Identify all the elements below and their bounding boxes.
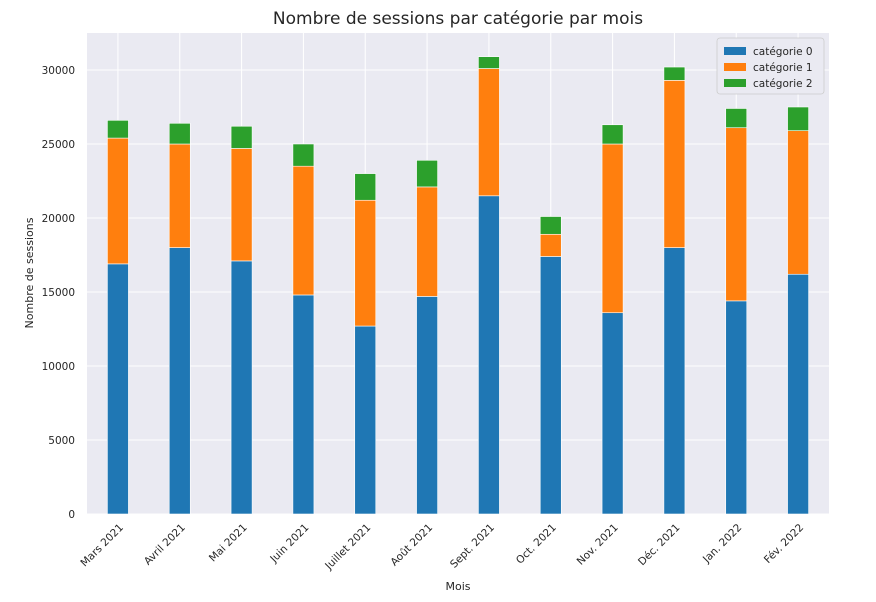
bar-segment-1 [354, 199, 377, 327]
x-tick-label: Déc. 2021 [636, 522, 682, 568]
bar-segment-0 [725, 300, 748, 515]
y-tick-label: 0 [68, 509, 75, 521]
bar-segment-0 [107, 263, 129, 515]
bar-segment-2 [725, 108, 748, 129]
bar-segment-2 [787, 106, 809, 131]
bar-segment-0 [292, 294, 315, 515]
bar-segment-0 [354, 325, 377, 515]
legend-label: catégorie 2 [753, 78, 813, 90]
x-tick-label: Fév. 2022 [762, 522, 806, 566]
bar-segment-0 [539, 256, 562, 515]
bar-segment-2 [292, 143, 315, 167]
y-tick-label: 20000 [42, 213, 75, 225]
legend-label: catégorie 0 [753, 46, 813, 58]
bar-segment-0 [601, 312, 624, 515]
x-tick-label: Jan. 2022 [700, 522, 744, 566]
y-tick-label: 15000 [42, 287, 75, 299]
bar-segment-2 [663, 66, 686, 81]
x-tick-label: Sept. 2021 [448, 522, 497, 571]
bar-segment-1 [292, 165, 315, 296]
x-tick-label: Mai 2021 [207, 522, 250, 565]
y-tick-label: 25000 [42, 139, 75, 151]
bar-segment-2 [168, 122, 191, 145]
bar-segment-2 [107, 120, 129, 139]
bar-segment-2 [354, 173, 377, 201]
plot-area [87, 33, 829, 514]
bar-segment-2 [478, 56, 500, 69]
bar-segment-1 [416, 186, 438, 297]
x-tick-label: Oct. 2021 [514, 522, 559, 567]
legend-swatch [724, 47, 746, 55]
bar-segment-2 [416, 159, 438, 188]
bar-segment-2 [230, 125, 253, 149]
y-tick-label: 30000 [42, 65, 75, 77]
bar-segment-0 [663, 247, 686, 515]
x-tick-label: Juillet 2021 [322, 522, 373, 573]
legend-swatch [724, 63, 746, 71]
bar-segment-1 [663, 80, 686, 248]
bar-segment-1 [168, 143, 191, 248]
bar-segment-1 [725, 127, 748, 302]
x-tick-label: Juin 2021 [267, 522, 311, 566]
x-tick-labels: Mars 2021 Avril 2021 Mai 2021 Juin 2021 Juil… [78, 522, 806, 573]
bars [107, 56, 809, 515]
bar-segment-2 [539, 216, 562, 235]
bar-segment-1 [787, 130, 809, 275]
bar-segment-0 [416, 296, 438, 515]
legend: catégorie 0 catégorie 1 catégorie 2 [716, 37, 825, 95]
bar-segment-0 [787, 273, 809, 515]
bar-segment-1 [230, 148, 253, 262]
legend-label: catégorie 1 [753, 62, 813, 74]
bar-segment-1 [107, 137, 129, 265]
y-tick-label: 5000 [48, 435, 75, 447]
bar-segment-2 [601, 124, 624, 145]
x-axis-label: Mois [445, 580, 470, 593]
x-tick-label: Nov. 2021 [575, 522, 621, 568]
x-tick-label: Mars 2021 [78, 522, 126, 570]
bar-segment-0 [230, 260, 253, 515]
legend-swatch [724, 79, 746, 87]
bar-segment-1 [539, 233, 562, 257]
x-tick-label: Août 2021 [388, 522, 435, 569]
chart-title: Nombre de sessions par catégorie par moi… [273, 9, 643, 29]
y-tick-labels: 0 5000 10000 15000 20000 25000 30000 [42, 65, 75, 521]
x-tick-label: Avril 2021 [142, 522, 188, 568]
y-tick-label: 10000 [42, 361, 75, 373]
bar-segment-0 [168, 247, 191, 515]
y-axis-label: Nombre de sessions [23, 217, 36, 328]
bar-segment-1 [601, 143, 624, 314]
bar-segment-0 [478, 195, 500, 515]
bar-segment-1 [478, 68, 500, 197]
